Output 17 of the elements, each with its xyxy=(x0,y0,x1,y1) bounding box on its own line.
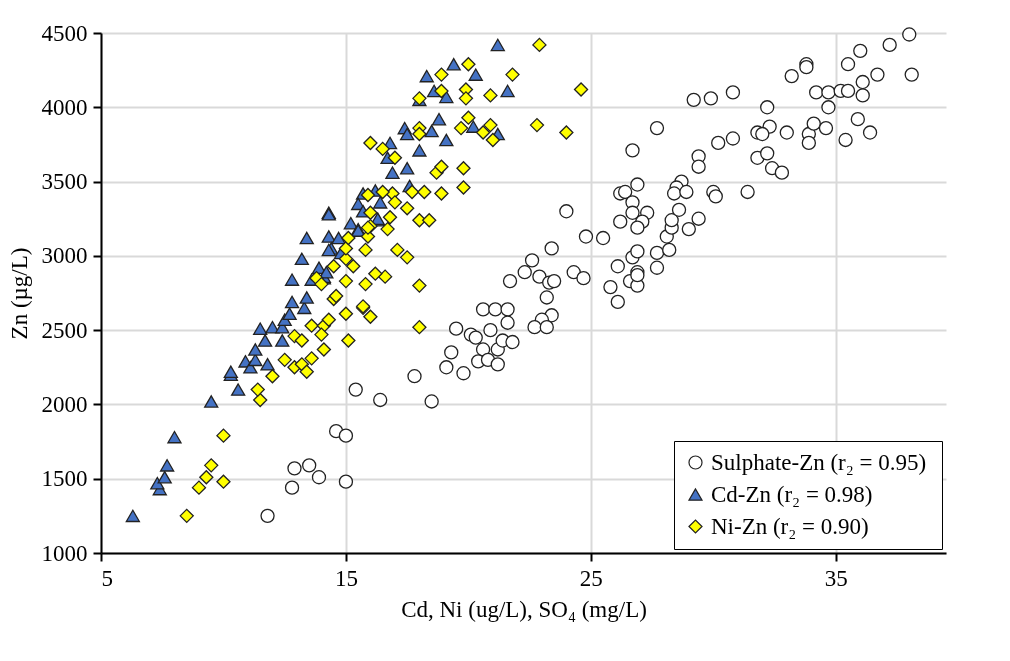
y-axis-title: Zn (µg/L) xyxy=(6,247,32,340)
x-tick-label: 35 xyxy=(824,565,848,591)
y-tick-label: 3500 xyxy=(41,169,88,195)
y-tick-label: 3000 xyxy=(41,243,88,269)
y-tick-label: 4500 xyxy=(41,20,88,46)
y-tick-label: 2000 xyxy=(41,391,88,417)
y-tick-label: 1500 xyxy=(41,466,88,492)
y-tick-label: 4000 xyxy=(41,94,88,120)
y-tick-label: 1000 xyxy=(41,540,88,566)
x-tick-label: 25 xyxy=(579,565,603,591)
legend-label: Cd-Zn (r₂ = 0.98) xyxy=(711,481,873,507)
x-axis-title: Cd, Ni (ug/L), SO₄ (mg/L) xyxy=(401,596,647,622)
x-tick-label: 15 xyxy=(334,565,358,591)
legend-label: Ni-Zn (r₂ = 0.90) xyxy=(711,513,869,539)
legend-label: Sulphate-Zn (r₂ = 0.95) xyxy=(711,449,927,475)
x-tick-label: 5 xyxy=(101,565,113,591)
y-tick-label: 2500 xyxy=(41,317,88,343)
